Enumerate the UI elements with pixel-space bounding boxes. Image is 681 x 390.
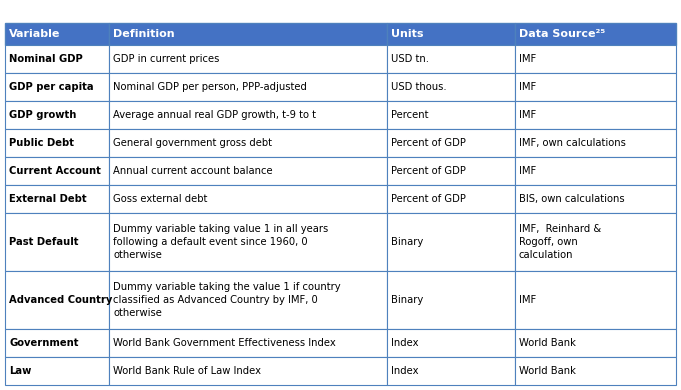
Text: Units: Units	[392, 29, 424, 39]
Bar	[515, 129, 676, 157]
Bar	[109, 185, 387, 213]
Text: General government gross debt: General government gross debt	[113, 138, 272, 148]
Bar	[387, 45, 515, 73]
Text: Percent of GDP: Percent of GDP	[392, 194, 466, 204]
Bar	[515, 329, 676, 357]
Bar	[515, 157, 676, 185]
Text: GDP growth: GDP growth	[9, 110, 76, 120]
Bar	[5, 23, 109, 45]
Text: BIS, own calculations: BIS, own calculations	[519, 194, 624, 204]
Bar	[109, 73, 387, 101]
Bar	[515, 73, 676, 101]
Text: Average annual real GDP growth, t-9 to t: Average annual real GDP growth, t-9 to t	[113, 110, 316, 120]
Text: Nominal GDP per person, PPP-adjusted: Nominal GDP per person, PPP-adjusted	[113, 82, 307, 92]
Text: World Bank: World Bank	[519, 338, 576, 348]
Bar	[387, 73, 515, 101]
Text: Index: Index	[392, 338, 419, 348]
Bar	[109, 213, 387, 271]
Bar	[109, 329, 387, 357]
Text: Current Account: Current Account	[9, 166, 101, 176]
Bar	[109, 45, 387, 73]
Text: Data Source²⁵: Data Source²⁵	[519, 29, 605, 39]
Text: Variable: Variable	[9, 29, 61, 39]
Bar	[387, 129, 515, 157]
Text: Past Default: Past Default	[9, 237, 78, 247]
Bar	[5, 185, 109, 213]
Bar	[5, 329, 109, 357]
Bar	[515, 45, 676, 73]
Text: Dummy variable taking the value 1 if country
classified as Advanced Country by I: Dummy variable taking the value 1 if cou…	[113, 282, 340, 318]
Text: Annual current account balance: Annual current account balance	[113, 166, 272, 176]
Text: USD thous.: USD thous.	[392, 82, 447, 92]
Bar	[109, 357, 387, 385]
Text: USD tn.: USD tn.	[392, 54, 430, 64]
Text: Percent: Percent	[392, 110, 429, 120]
Text: Binary: Binary	[392, 295, 424, 305]
Bar	[5, 357, 109, 385]
Text: GDP per capita: GDP per capita	[9, 82, 93, 92]
Bar	[515, 213, 676, 271]
Text: IMF,  Reinhard &
Rogoff, own
calculation: IMF, Reinhard & Rogoff, own calculation	[519, 224, 601, 260]
Bar	[387, 23, 515, 45]
Text: Percent of GDP: Percent of GDP	[392, 166, 466, 176]
Bar	[5, 101, 109, 129]
Text: Goss external debt: Goss external debt	[113, 194, 208, 204]
Text: Index: Index	[392, 366, 419, 376]
Bar	[387, 101, 515, 129]
Text: IMF: IMF	[519, 166, 536, 176]
Bar	[387, 329, 515, 357]
Bar	[5, 157, 109, 185]
Text: IMF: IMF	[519, 82, 536, 92]
Text: IMF: IMF	[519, 54, 536, 64]
Bar	[515, 357, 676, 385]
Text: Binary: Binary	[392, 237, 424, 247]
Bar	[515, 271, 676, 329]
Text: Government: Government	[9, 338, 78, 348]
Bar	[5, 213, 109, 271]
Bar	[5, 129, 109, 157]
Text: IMF: IMF	[519, 295, 536, 305]
Text: World Bank: World Bank	[519, 366, 576, 376]
Bar	[387, 271, 515, 329]
Text: Dummy variable taking value 1 in all years
following a default event since 1960,: Dummy variable taking value 1 in all yea…	[113, 224, 328, 260]
Text: Percent of GDP: Percent of GDP	[392, 138, 466, 148]
Text: External Debt: External Debt	[9, 194, 86, 204]
Bar	[109, 101, 387, 129]
Text: Law: Law	[9, 366, 31, 376]
Bar	[515, 185, 676, 213]
Bar	[109, 23, 387, 45]
Bar	[387, 157, 515, 185]
Bar	[109, 157, 387, 185]
Text: Nominal GDP: Nominal GDP	[9, 54, 83, 64]
Bar	[5, 271, 109, 329]
Text: World Bank Rule of Law Index: World Bank Rule of Law Index	[113, 366, 261, 376]
Text: GDP in current prices: GDP in current prices	[113, 54, 219, 64]
Bar	[387, 185, 515, 213]
Bar	[5, 73, 109, 101]
Bar	[109, 129, 387, 157]
Text: IMF: IMF	[519, 110, 536, 120]
Text: World Bank Government Effectiveness Index: World Bank Government Effectiveness Inde…	[113, 338, 336, 348]
Bar	[387, 357, 515, 385]
Text: Public Debt: Public Debt	[9, 138, 74, 148]
Bar	[515, 101, 676, 129]
Text: Advanced Country: Advanced Country	[9, 295, 112, 305]
Text: IMF, own calculations: IMF, own calculations	[519, 138, 626, 148]
Bar	[387, 213, 515, 271]
Bar	[5, 45, 109, 73]
Bar	[109, 271, 387, 329]
Bar	[515, 23, 676, 45]
Text: Definition: Definition	[113, 29, 174, 39]
